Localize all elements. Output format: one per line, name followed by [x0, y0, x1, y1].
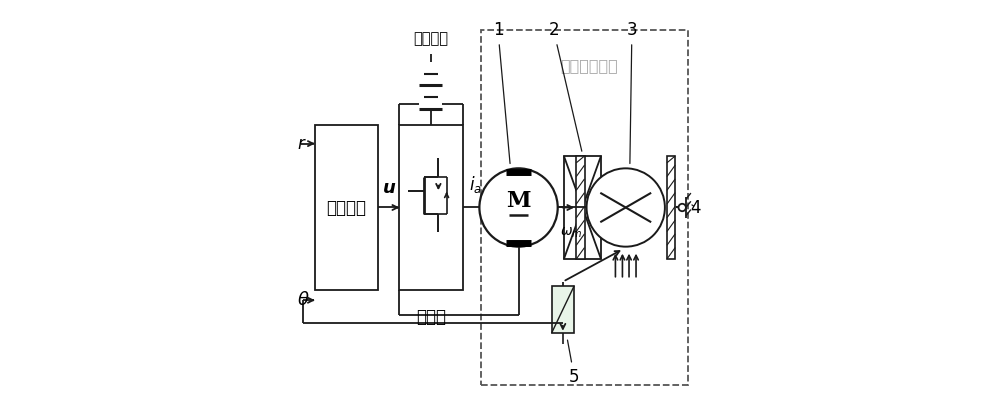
Text: u: u: [383, 179, 395, 197]
Text: 微控制器: 微控制器: [326, 198, 366, 217]
Text: 3: 3: [627, 21, 637, 164]
Text: θ: θ: [297, 291, 308, 309]
Bar: [399, 125, 463, 290]
Text: M: M: [506, 190, 531, 212]
Circle shape: [587, 168, 665, 247]
Bar: [576, 156, 585, 259]
Bar: [564, 156, 601, 259]
Text: 汽车电池: 汽车电池: [413, 31, 448, 46]
Text: 2: 2: [548, 21, 582, 151]
Bar: [481, 30, 688, 385]
Text: 斩波器: 斩波器: [416, 308, 446, 326]
Text: $i_a$: $i_a$: [469, 174, 482, 195]
Text: 5: 5: [567, 340, 579, 386]
Text: 4: 4: [691, 198, 701, 217]
Circle shape: [479, 168, 558, 247]
Text: 电子节气门体: 电子节气门体: [560, 58, 618, 73]
Bar: [667, 156, 675, 259]
Text: $\omega_m$: $\omega_m$: [560, 226, 582, 240]
Bar: [314, 125, 378, 290]
Text: r: r: [297, 134, 304, 153]
Text: 1: 1: [493, 21, 510, 164]
Bar: [552, 286, 574, 333]
